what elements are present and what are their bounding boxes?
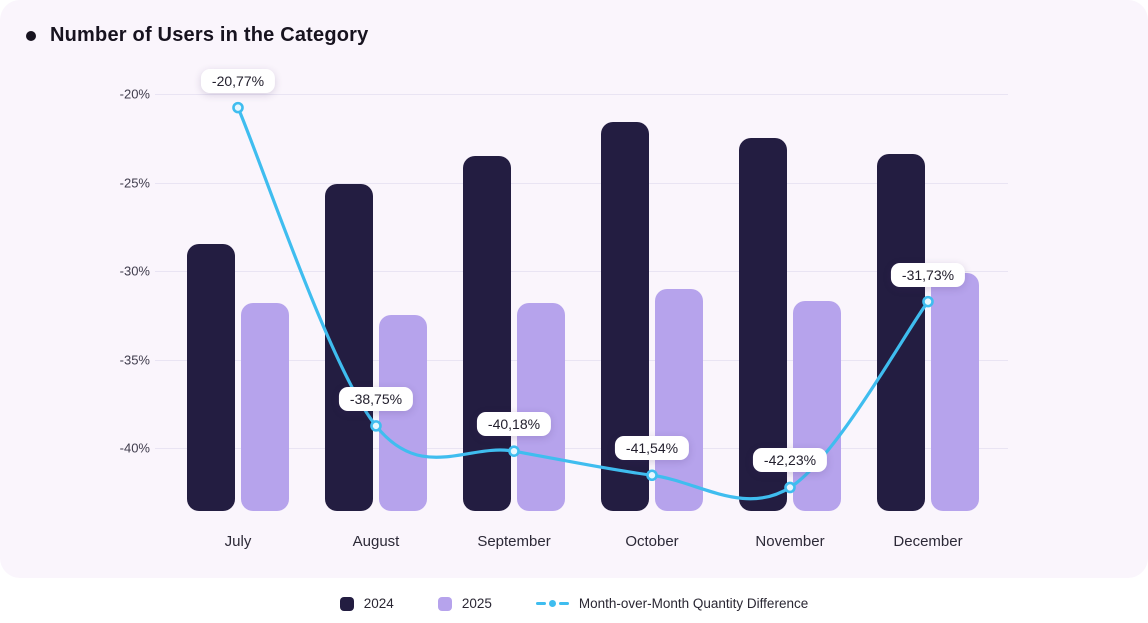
bar-2025-august[interactable] — [379, 315, 427, 511]
data-label-october: -41,54% — [614, 436, 690, 461]
x-axis-label: October — [625, 533, 679, 550]
legend: 2024 2025 Month-over-Month Quantity Differ… — [0, 596, 1148, 611]
bar-2024-august[interactable] — [325, 184, 373, 511]
chart-title: Number of Users in the Category — [50, 24, 369, 46]
data-label-december: -31,73% — [890, 262, 966, 287]
bar-2024-december[interactable] — [877, 154, 925, 511]
y-axis-tick-label: -40% — [119, 440, 150, 456]
data-label-august: -38,75% — [338, 386, 414, 411]
legend-item-2025[interactable]: 2025 — [437, 596, 492, 611]
bar-2025-december[interactable] — [931, 272, 979, 511]
x-axis-label: July — [224, 533, 252, 550]
bar-2025-july[interactable] — [241, 302, 289, 511]
legend-item-mom-difference[interactable]: Month-over-Month Quantity Difference — [535, 596, 809, 611]
legend-label: Month-over-Month Quantity Difference — [578, 596, 809, 611]
bar-2024-july[interactable] — [187, 244, 235, 511]
legend-label: 2025 — [461, 596, 492, 611]
y-axis-tick-label: -25% — [119, 175, 150, 190]
legend-dash-dot-line-icon — [535, 600, 569, 607]
bar-2025-september[interactable] — [517, 302, 565, 511]
y-axis-tick-label: -20% — [119, 86, 150, 102]
bullet-icon — [26, 30, 36, 41]
data-label-september: -40,18% — [476, 412, 552, 437]
legend-item-2024[interactable]: 2024 — [339, 596, 394, 611]
bar-2024-september[interactable] — [463, 155, 511, 511]
data-label-november: -42,23% — [752, 448, 828, 473]
legend-swatch-icon — [437, 596, 452, 611]
y-axis-tick-label: -35% — [119, 352, 150, 367]
bar-2025-october[interactable] — [655, 288, 703, 511]
x-axis-label: September — [477, 533, 551, 550]
legend-swatch-icon — [339, 596, 354, 611]
y-axis-tick-label: -30% — [119, 263, 150, 279]
gridline — [155, 94, 1008, 95]
x-axis-label: December — [893, 533, 963, 550]
chart-header: Number of Users in the Category — [26, 24, 369, 47]
x-axis-label: November — [755, 533, 825, 550]
legend-label: 2024 — [363, 596, 394, 611]
bar-2025-november[interactable] — [793, 301, 841, 511]
x-axis-label: August — [352, 533, 400, 550]
data-label-july: -20,77% — [200, 68, 276, 93]
